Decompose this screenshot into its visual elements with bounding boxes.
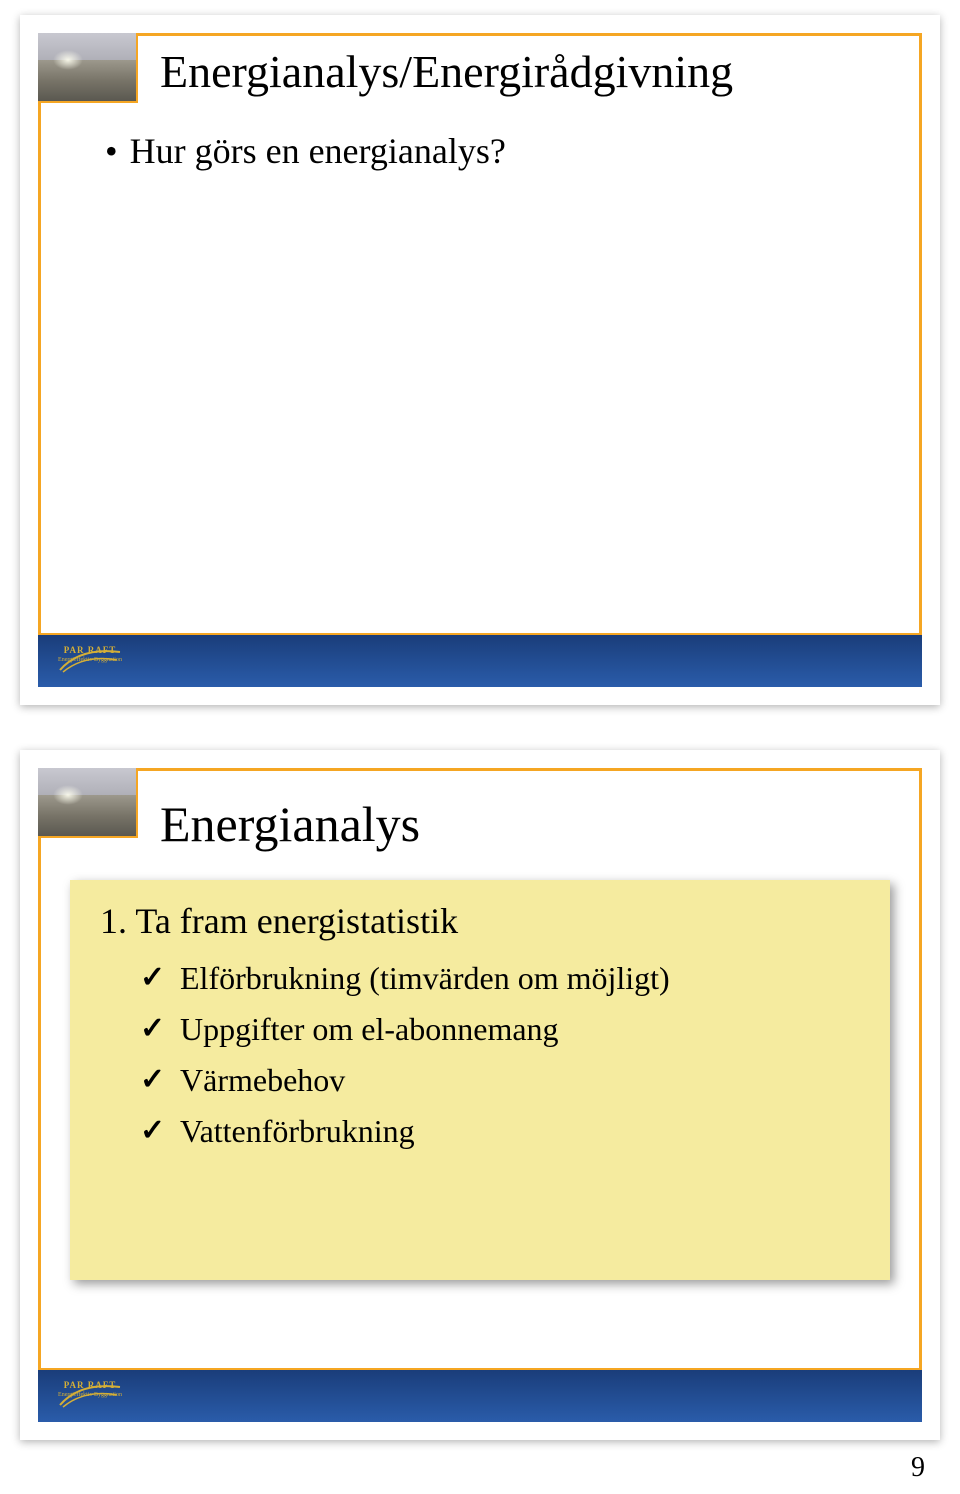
logo-text: PAR RAFT <box>45 645 135 655</box>
slide-1: Energianalys/Energirådgivning Hur görs e… <box>20 15 940 705</box>
slide-2: Energianalys 1. Ta fram energistatistik … <box>20 750 940 1440</box>
content-box: 1. Ta fram energistatistik Elförbrukning… <box>70 880 890 1280</box>
numbered-title: 1. Ta fram energistatistik <box>100 900 860 942</box>
slide-title: Energianalys/Energirådgivning <box>160 45 733 98</box>
border-left <box>38 33 41 687</box>
logo-subtext: Energieffektiv Byggnation <box>45 657 135 663</box>
photo-light <box>53 785 83 805</box>
check-item: Värmebehov <box>140 1062 860 1099</box>
slide-title: Energianalys <box>160 795 420 853</box>
border-frame <box>20 15 940 705</box>
border-right <box>919 768 922 1422</box>
corner-photo <box>38 768 138 838</box>
corner-photo <box>38 33 138 103</box>
photo-light <box>53 50 83 70</box>
border-right <box>919 33 922 687</box>
logo-text: PAR RAFT <box>45 1380 135 1390</box>
border-top <box>38 768 922 771</box>
border-left <box>38 768 41 1422</box>
border-top <box>38 33 922 36</box>
page-number: 9 <box>911 1452 925 1484</box>
logo-subtext: Energieffektiv Byggnation <box>45 1392 135 1398</box>
check-item: Elförbrukning (timvärden om möjligt) <box>140 960 860 997</box>
border-bottom <box>38 633 922 687</box>
border-bottom <box>38 1368 922 1422</box>
logo: PAR RAFT Energieffektiv Byggnation <box>45 637 135 683</box>
check-item: Uppgifter om el-abonnemang <box>140 1011 860 1048</box>
check-item: Vattenförbrukning <box>140 1113 860 1150</box>
logo: PAR RAFT Energieffektiv Byggnation <box>45 1372 135 1418</box>
bullet-text: Hur görs en energianalys? <box>105 130 506 172</box>
